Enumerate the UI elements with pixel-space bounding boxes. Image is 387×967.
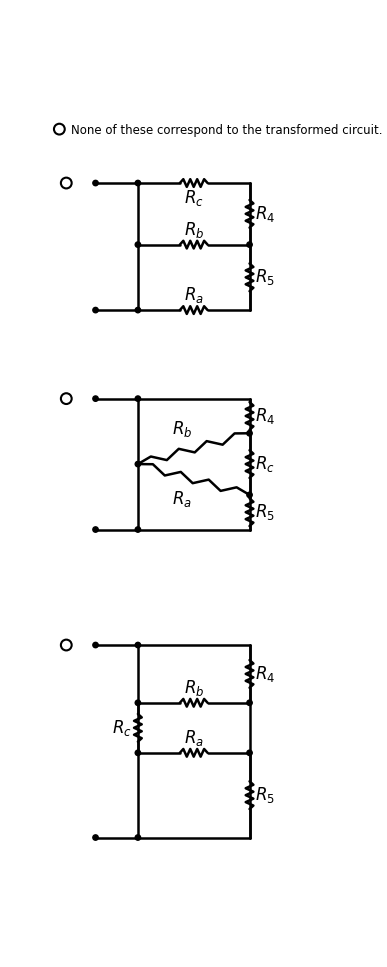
Circle shape xyxy=(93,527,98,532)
Circle shape xyxy=(93,396,98,401)
Circle shape xyxy=(54,124,65,134)
Text: $R_c$: $R_c$ xyxy=(255,454,275,474)
Circle shape xyxy=(61,178,72,189)
Text: $R_c$: $R_c$ xyxy=(112,718,132,738)
Circle shape xyxy=(247,700,252,706)
Circle shape xyxy=(135,180,140,186)
Circle shape xyxy=(93,180,98,186)
Circle shape xyxy=(135,642,140,648)
Text: $R_b$: $R_b$ xyxy=(183,678,204,698)
Circle shape xyxy=(247,492,252,498)
Circle shape xyxy=(135,396,140,401)
Text: $R_5$: $R_5$ xyxy=(255,785,275,806)
Circle shape xyxy=(135,461,140,467)
Circle shape xyxy=(93,308,98,312)
Text: $R_5$: $R_5$ xyxy=(255,502,275,522)
Circle shape xyxy=(93,835,98,840)
Circle shape xyxy=(247,750,252,755)
Circle shape xyxy=(135,242,140,248)
Text: None of these correspond to the transformed circuit.: None of these correspond to the transfor… xyxy=(71,124,382,136)
Text: $R_5$: $R_5$ xyxy=(255,267,275,287)
Text: $R_c$: $R_c$ xyxy=(184,188,204,208)
Circle shape xyxy=(61,394,72,404)
Text: $R_b$: $R_b$ xyxy=(172,420,192,439)
Circle shape xyxy=(135,835,140,840)
Circle shape xyxy=(93,642,98,648)
Circle shape xyxy=(135,527,140,532)
Text: $R_4$: $R_4$ xyxy=(255,406,275,425)
Text: $R_b$: $R_b$ xyxy=(183,220,204,240)
Text: $R_a$: $R_a$ xyxy=(184,285,204,306)
Text: $R_a$: $R_a$ xyxy=(184,728,204,748)
Circle shape xyxy=(135,750,140,755)
Circle shape xyxy=(135,700,140,706)
Text: $R_a$: $R_a$ xyxy=(172,488,192,509)
Circle shape xyxy=(247,242,252,248)
Text: $R_4$: $R_4$ xyxy=(255,204,275,223)
Circle shape xyxy=(247,430,252,436)
Text: $R_4$: $R_4$ xyxy=(255,664,275,684)
Circle shape xyxy=(61,639,72,651)
Circle shape xyxy=(135,308,140,312)
